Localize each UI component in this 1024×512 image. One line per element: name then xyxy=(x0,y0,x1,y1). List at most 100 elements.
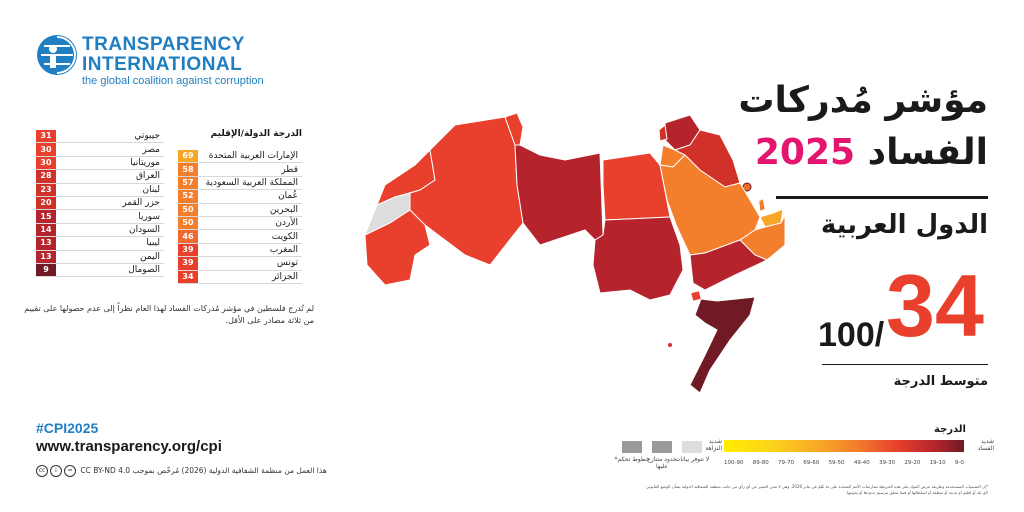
map-kuwait xyxy=(742,182,752,192)
ti-logo: TRANSPARENCY INTERNATIONAL the global co… xyxy=(36,34,266,90)
header-score-label: الدرجة xyxy=(273,129,302,139)
country-name: الجزائر xyxy=(198,270,302,284)
country-name: جيبوتي xyxy=(56,130,164,144)
title-year: 2025 xyxy=(754,132,856,173)
table-row: المملكة العربية السعودية 57 xyxy=(178,176,302,191)
country-table-right: الإمارات العربية المتحدة 69 قطر 58 المملكة ا… xyxy=(178,150,302,284)
legend-no-data-swatch xyxy=(682,441,702,453)
country-score: 9 xyxy=(36,263,56,278)
arab-region-map xyxy=(364,112,785,394)
country-score: 58 xyxy=(178,162,198,177)
country-score: 31 xyxy=(36,130,56,144)
map-disclaimer: *إن التسميات المستخدمة وطريقة عرض المواد… xyxy=(646,484,988,495)
country-score: 30 xyxy=(36,156,56,171)
country-name: المملكة العربية السعودية xyxy=(198,176,302,191)
logo-tagline: the global coalition against corruption xyxy=(82,75,264,87)
country-score: 13 xyxy=(36,236,56,251)
table-row: البحرين 50 xyxy=(178,203,302,217)
country-name: العراق xyxy=(56,169,164,184)
table-row: موريتانيا 30 xyxy=(36,156,164,171)
table-row: العراق 28 xyxy=(36,169,164,184)
legend-color-scale xyxy=(724,440,964,452)
legend-low-label: شديد النزاهة xyxy=(705,438,722,452)
country-name: الصومال xyxy=(56,263,164,278)
legend-ticks: 100-90 89-80 79-70 69-60 59-50 49-40 39-30 29-2… xyxy=(724,460,964,466)
legend-title: الدرجة xyxy=(934,424,966,435)
table-row: جزر القمر 20 xyxy=(36,196,164,211)
table-row: سوريا 15 xyxy=(36,209,164,224)
table-row: عُمان 52 xyxy=(178,189,302,204)
country-score: 28 xyxy=(36,169,56,184)
website-link[interactable]: www.transparency.org/cpi xyxy=(36,438,222,455)
region-name: الدول العربية xyxy=(820,210,988,240)
legend-disputed-swatch xyxy=(652,441,672,453)
hashtag: #CPI2025 xyxy=(36,420,99,436)
country-score: 20 xyxy=(36,196,56,211)
legend-tick: 19-10 xyxy=(929,460,946,466)
map-somalia xyxy=(689,296,756,394)
country-name: الكويت xyxy=(198,229,302,244)
average-score: 34 xyxy=(886,256,984,355)
page-title-line2: الفساد 2025 xyxy=(755,132,988,173)
ti-globe-icon xyxy=(37,35,77,75)
country-score: 30 xyxy=(36,142,56,157)
table-row: لبنان 23 xyxy=(36,183,164,197)
table-row: الصومال 9 xyxy=(36,263,164,278)
country-name: عُمان xyxy=(198,189,302,204)
country-table-left: جيبوتي 31 مصر 30 موريتانيا 30 العراق 28 لبنان 23 ج… xyxy=(36,130,164,278)
country-name: الأردن xyxy=(198,216,302,231)
table-row: المغرب 39 xyxy=(178,243,302,258)
country-name: مصر xyxy=(56,142,164,157)
score-divider xyxy=(822,364,988,365)
license-line: CC BY-ND 4.0 هذا العمل من منظمة الشفافية… xyxy=(80,466,327,475)
country-score: 23 xyxy=(36,183,56,197)
country-name: ليبيا xyxy=(56,236,164,251)
map-libya xyxy=(514,144,604,246)
country-score: 50 xyxy=(178,203,198,217)
by-icon: i xyxy=(50,465,62,477)
table-row: اليمن 13 xyxy=(36,250,164,264)
table-row: السودان 14 xyxy=(36,223,164,238)
palestine-note: لم تُدرج فلسطين في مؤشر مُدركات الفساد ل… xyxy=(24,304,314,325)
map-qatar xyxy=(758,198,766,212)
cc-icon: cc xyxy=(36,465,48,477)
score-out-of: 100/ xyxy=(818,316,885,354)
legend-control-label: خطوط تحكم* xyxy=(614,456,650,463)
legend-tick: 79-70 xyxy=(778,460,795,466)
legend-tick: 89-80 xyxy=(752,460,769,466)
nd-icon: = xyxy=(64,465,76,477)
table-row: قطر 58 xyxy=(178,162,302,177)
table-row: مصر 30 xyxy=(36,142,164,157)
country-score: 46 xyxy=(178,229,198,244)
country-name: المغرب xyxy=(198,243,302,258)
header-country-label: الدولة/الإقليم xyxy=(210,129,271,139)
country-score: 15 xyxy=(36,209,56,224)
table-header-country: الدرجة الدولة/الإقليم xyxy=(211,129,302,139)
legend-tick: 49-40 xyxy=(853,460,870,466)
page-title-line1: مؤشر مُدركات xyxy=(738,80,988,121)
table-row: تونس 39 xyxy=(178,256,302,271)
legend-tick: 39-30 xyxy=(879,460,896,466)
map-algeria xyxy=(409,116,524,266)
legend-tick: 69-60 xyxy=(803,460,820,466)
logo-line2: INTERNATIONAL xyxy=(82,54,243,75)
legend-tick: 100-90 xyxy=(724,460,744,466)
table-row: الكويت 46 xyxy=(178,229,302,244)
map-yemen xyxy=(689,239,769,291)
legend-control-swatch xyxy=(622,441,642,453)
country-name: السودان xyxy=(56,223,164,238)
map-tunisia xyxy=(504,112,524,146)
map-comoros xyxy=(668,343,672,347)
country-score: 52 xyxy=(178,189,198,204)
country-name: جزر القمر xyxy=(56,196,164,211)
country-score: 34 xyxy=(178,270,198,284)
map-lebanon xyxy=(658,124,668,142)
license-text: cc i = CC BY-ND 4.0 هذا العمل من منظمة الش… xyxy=(36,465,327,477)
logo-line1: TRANSPARENCY xyxy=(82,34,245,55)
table-row: الأردن 50 xyxy=(178,216,302,231)
country-name: الإمارات العربية المتحدة xyxy=(198,150,302,164)
map-sudan xyxy=(592,216,684,301)
table-row: ليبيا 13 xyxy=(36,236,164,251)
country-score: 57 xyxy=(178,176,198,191)
country-score: 13 xyxy=(36,250,56,264)
